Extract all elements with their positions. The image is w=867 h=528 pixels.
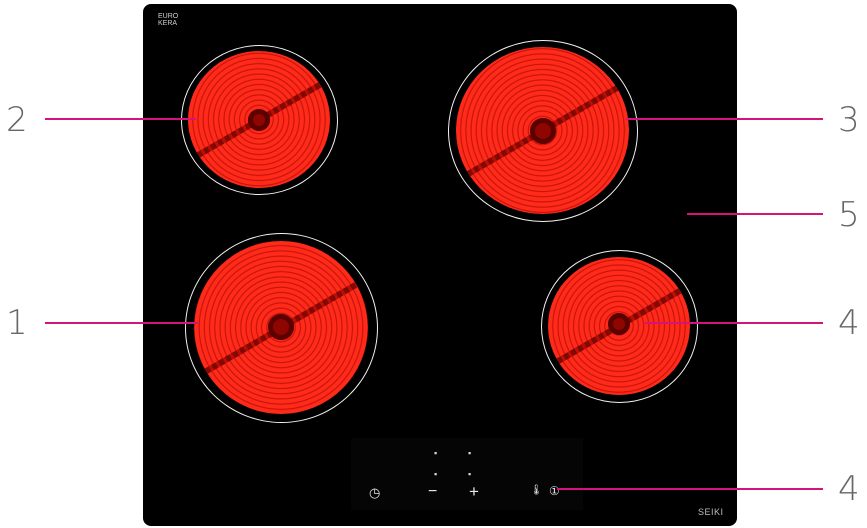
leader-line-1 [45, 322, 198, 324]
timer-icon[interactable]: ◷ [369, 485, 381, 500]
zone-indicator-rear-left-icon: ▪ [434, 448, 438, 458]
heating-zone-front-left [185, 233, 378, 423]
callout-2: 2 [6, 100, 28, 140]
callout-5: 5 [838, 195, 860, 235]
coil-center [248, 109, 270, 131]
leader-line-5 [687, 213, 823, 215]
zone-indicator-front-right-icon: ▪ [468, 469, 472, 479]
brand-label: SEIKI [698, 507, 724, 517]
leader-line-2 [45, 118, 196, 120]
keep-warm-icon[interactable]: 🌡 [530, 485, 543, 496]
callout-4-zone: 4 [838, 303, 860, 343]
power-button[interactable]: ① [549, 484, 560, 498]
leader-line-4-zone [645, 322, 823, 324]
callout-3: 3 [838, 100, 860, 140]
zone-indicator-front-left-icon: ▪ [434, 469, 438, 479]
coil-center [608, 313, 630, 335]
logo-line-1: EURO [158, 13, 179, 20]
callout-1: 1 [6, 303, 28, 343]
eurokera-logo: EURO KERA [158, 13, 178, 27]
zone-indicator-rear-right-icon: ▪ [468, 448, 472, 458]
plus-button[interactable]: + [469, 482, 479, 501]
heating-zone-front-right [541, 250, 698, 403]
heating-zone-rear-left [181, 45, 338, 195]
leader-line-4-panel [557, 488, 823, 490]
touch-control-panel [351, 438, 583, 510]
callout-4-panel: 4 [838, 469, 860, 509]
coil-center [268, 314, 294, 340]
logo-line-2: KERA [158, 20, 178, 27]
leader-line-3 [626, 118, 823, 120]
coil-center [530, 118, 556, 144]
minus-button[interactable]: − [428, 483, 438, 500]
heating-zone-rear-right [448, 40, 638, 222]
